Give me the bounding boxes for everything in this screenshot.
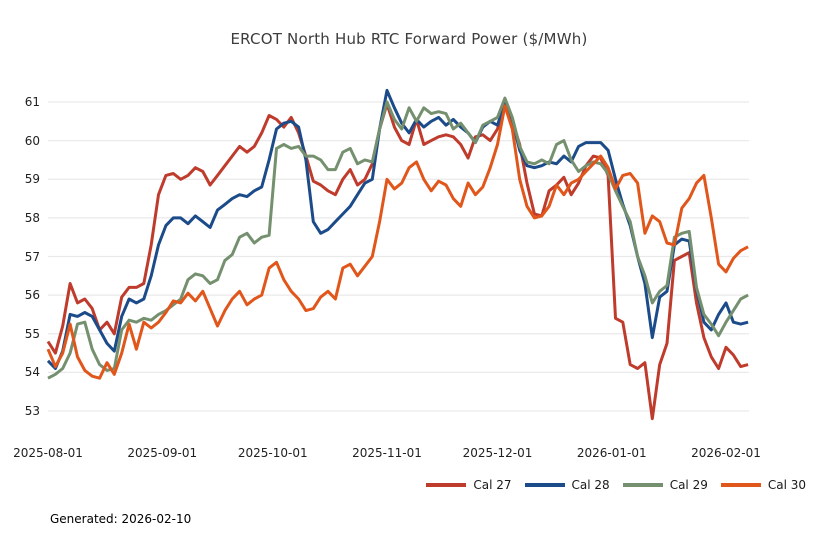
- legend-item-cal-27: Cal 27: [426, 478, 512, 492]
- x-tick-label: 2026-02-01: [691, 446, 761, 460]
- legend-swatch: [426, 483, 467, 487]
- legend-item-cal-30: Cal 30: [720, 478, 806, 492]
- x-tick-label: 2025-11-01: [352, 446, 422, 460]
- series-line-cal-30: [46, 104, 749, 380]
- generated-timestamp: Generated: 2026-02-10: [50, 512, 192, 526]
- x-tick-label: 2025-12-01: [462, 446, 533, 460]
- legend-swatch: [720, 483, 761, 487]
- x-tick-label: 2026-01-01: [576, 446, 647, 460]
- y-tick-label: 55: [24, 326, 40, 341]
- legend-label: Cal 28: [571, 478, 610, 492]
- legend-label: Cal 29: [669, 478, 708, 492]
- y-tick-label: 54: [24, 365, 40, 380]
- x-tick-label: 2025-09-01: [127, 446, 198, 460]
- x-tick-label: 2025-10-01: [237, 446, 308, 460]
- x-tick-label: 2025-08-01: [13, 446, 83, 460]
- legend-swatch: [524, 483, 565, 487]
- legend-label: Cal 30: [767, 478, 806, 492]
- legend: Cal 27 Cal 28 Cal 29 Cal 30: [413, 478, 806, 492]
- legend-item-cal-29: Cal 29: [622, 478, 708, 492]
- y-tick-label: 53: [24, 404, 40, 418]
- gridlines: [48, 101, 749, 412]
- legend-item-cal-28: Cal 28: [524, 478, 610, 492]
- series-line-cal-29: [47, 96, 749, 380]
- series-line-cal-27: [46, 102, 749, 421]
- y-tick-label: 56: [24, 288, 40, 303]
- y-tick-label: 59: [24, 172, 40, 187]
- y-tick-label: 60: [24, 133, 40, 148]
- chart-title: ERCOT North Hub RTC Forward Power ($/MWh…: [230, 30, 588, 48]
- legend-label: Cal 27: [473, 478, 512, 492]
- legend-swatch: [622, 483, 663, 487]
- y-tick-label: 57: [24, 249, 40, 264]
- series-lines: [46, 88, 749, 421]
- y-tick-label: 61: [24, 95, 40, 109]
- y-tick-label: 58: [24, 210, 40, 225]
